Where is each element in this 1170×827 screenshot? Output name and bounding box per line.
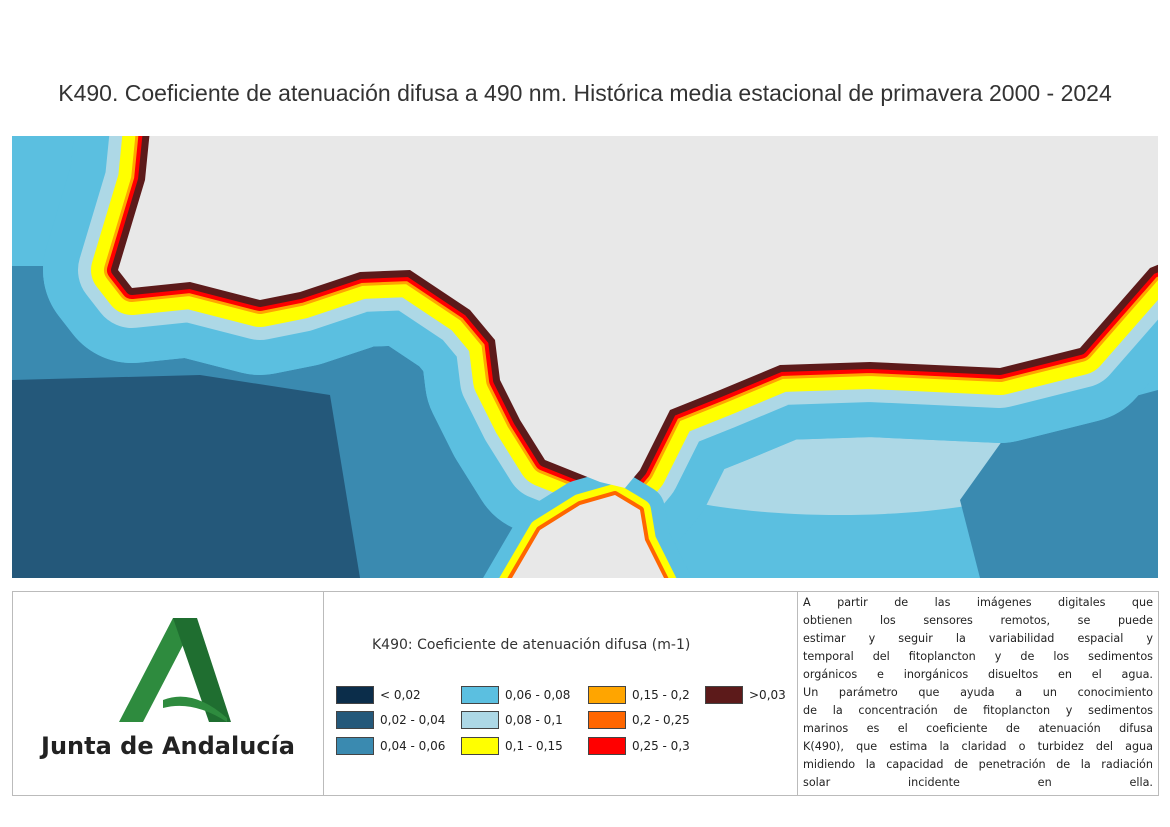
logo-mark [119, 618, 231, 722]
legend-label: 0,04 - 0,06 [380, 739, 446, 753]
legend-label: 0,06 - 0,08 [505, 688, 571, 702]
legend-swatch [588, 686, 626, 704]
legend-label: 0,02 - 0,04 [380, 713, 446, 727]
legend-label: 0,2 - 0,25 [632, 713, 690, 727]
legend-label: < 0,02 [380, 688, 421, 702]
title: K490. Coeficiente de atenuación difusa a… [58, 80, 1112, 106]
legend-item: 0,06 - 0,08 [461, 686, 570, 704]
description-line: Un parámetro que ayuda a un conocimiento [803, 686, 1153, 699]
legend-swatch [461, 686, 499, 704]
legend-item: 0,02 - 0,04 [336, 711, 445, 729]
description-line: marinos es el coeficiente de atenuación … [803, 722, 1153, 735]
legend-label: 0,1 - 0,15 [505, 739, 563, 753]
legend-item: >0,03 [705, 686, 786, 704]
legend: K490: Coeficiente de atenuación difusa (… [324, 592, 798, 795]
legend-swatch [336, 737, 374, 755]
legend-swatch [705, 686, 743, 704]
description: A partir de las imágenes digitales que ob… [803, 594, 1153, 792]
legend-item: 0,08 - 0,1 [461, 711, 563, 729]
legend-swatch [461, 711, 499, 729]
legend-title: K490: Coeficiente de atenuación difusa (… [372, 637, 691, 653]
legend-label: >0,03 [749, 688, 786, 702]
description-line: estimar y seguir la variabilidad espacia… [803, 632, 1153, 645]
land-africa [512, 495, 664, 578]
legend-item: 0,15 - 0,2 [588, 686, 690, 704]
map [12, 136, 1158, 578]
legend-item: 0,25 - 0,3 [588, 737, 690, 755]
logo-text: Junta de Andalucía [41, 732, 295, 760]
land-europe [118, 136, 1158, 488]
legend-swatch [336, 686, 374, 704]
legend-swatch [461, 737, 499, 755]
legend-swatch [588, 737, 626, 755]
legend-item: 0,2 - 0,25 [588, 711, 690, 729]
legend-swatch [588, 711, 626, 729]
logo: Junta de Andalucía [13, 592, 324, 795]
description-line: orgánicos e inorgánicos disueltos en el … [803, 668, 1153, 681]
legend-item: 0,04 - 0,06 [336, 737, 445, 755]
description-line: temporal del fitoplancton y de los sedim… [803, 650, 1153, 663]
description-line: de la concentración de fitoplancton y se… [803, 704, 1153, 717]
description-line: solar incidente en ella. [803, 776, 1153, 789]
info-panel: Junta de Andalucía K490: Coeficiente de … [12, 591, 1159, 796]
legend-label: 0,15 - 0,2 [632, 688, 690, 702]
description-line: obtienen los sensores remotos, se puede [803, 614, 1153, 627]
description-line: A partir de las imágenes digitales que [803, 596, 1153, 609]
description-line: K(490), que estima la claridad o turbide… [803, 740, 1153, 753]
legend-item: < 0,02 [336, 686, 421, 704]
legend-swatch [336, 711, 374, 729]
legend-label: 0,25 - 0,3 [632, 739, 690, 753]
legend-item: 0,1 - 0,15 [461, 737, 563, 755]
legend-label: 0,08 - 0,1 [505, 713, 563, 727]
description-line: midiendo la capacidad de penetración de … [803, 758, 1153, 771]
